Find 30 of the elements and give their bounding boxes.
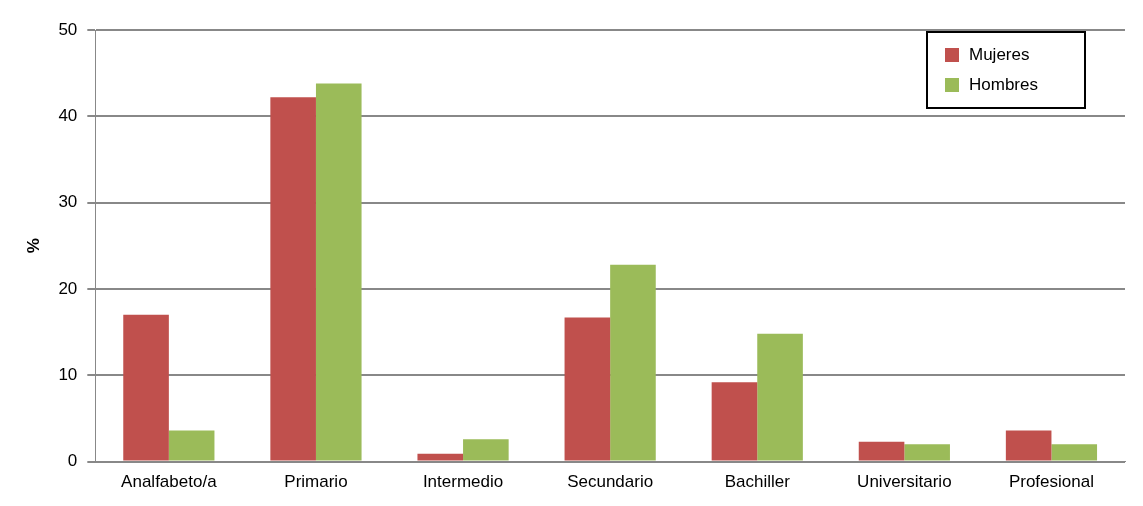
legend-label: Mujeres (969, 44, 1030, 64)
y-tick-label: 20 (58, 278, 78, 298)
y-tick-label: 40 (58, 106, 78, 126)
x-tick-label: Primario (284, 472, 348, 492)
x-tick-label: Profesional (1008, 472, 1094, 492)
y-tick-label: 0 (67, 451, 78, 471)
x-tick-label: Secundario (567, 472, 654, 492)
bar (858, 441, 905, 461)
bar (417, 453, 464, 461)
bar (904, 444, 950, 461)
y-tick-label: 30 (58, 192, 78, 212)
x-tick-label: Intermedio (422, 472, 504, 492)
bar (757, 333, 803, 461)
bar (1005, 430, 1052, 461)
bar (463, 439, 509, 461)
y-axis-title: % (23, 238, 43, 254)
bar (315, 83, 362, 461)
x-tick-label: Bachiller (724, 472, 791, 492)
x-tick-label: Analfabeto/a (121, 472, 218, 492)
bar (564, 317, 611, 461)
legend-label: Hombres (969, 74, 1038, 94)
y-tick-label: 50 (58, 19, 78, 39)
x-tick-label: Universitario (857, 472, 952, 492)
bar (1051, 444, 1098, 461)
bar (610, 264, 656, 461)
bar (123, 314, 169, 461)
bar (711, 382, 758, 461)
bar (168, 430, 215, 461)
bar (270, 97, 316, 461)
y-tick-label: 10 (58, 364, 78, 384)
